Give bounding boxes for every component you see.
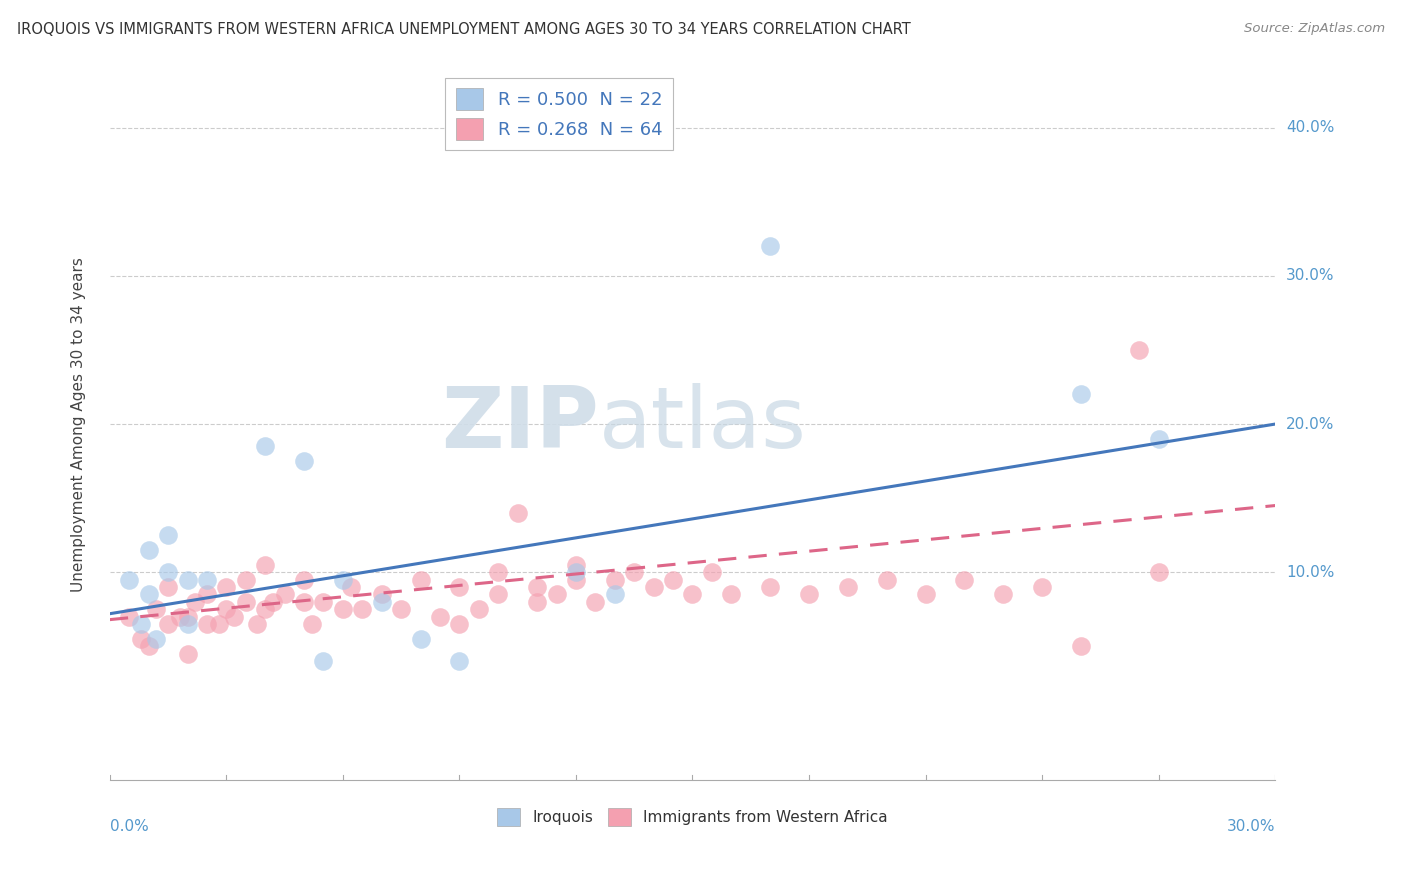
Point <box>332 602 354 616</box>
Point <box>138 587 160 601</box>
Point <box>565 566 588 580</box>
Point <box>1070 387 1092 401</box>
Point <box>254 439 277 453</box>
Point <box>449 617 471 632</box>
Point <box>184 595 207 609</box>
Point <box>682 587 704 601</box>
Point <box>565 573 588 587</box>
Point <box>312 654 335 668</box>
Point <box>720 587 742 601</box>
Point <box>254 602 277 616</box>
Legend: Iroquois, Immigrants from Western Africa: Iroquois, Immigrants from Western Africa <box>491 802 894 832</box>
Point <box>1147 432 1170 446</box>
Point <box>623 566 645 580</box>
Point <box>138 640 160 654</box>
Point <box>176 617 198 632</box>
Point <box>876 573 898 587</box>
Point <box>176 647 198 661</box>
Point <box>224 609 246 624</box>
Point <box>993 587 1015 601</box>
Point <box>546 587 568 601</box>
Point <box>837 580 859 594</box>
Text: ZIP: ZIP <box>441 383 599 466</box>
Point <box>797 587 820 601</box>
Point <box>207 617 229 632</box>
Point <box>1070 640 1092 654</box>
Text: 10.0%: 10.0% <box>1286 565 1334 580</box>
Text: IROQUOIS VS IMMIGRANTS FROM WESTERN AFRICA UNEMPLOYMENT AMONG AGES 30 TO 34 YEAR: IROQUOIS VS IMMIGRANTS FROM WESTERN AFRI… <box>17 22 911 37</box>
Point <box>468 602 491 616</box>
Text: 30.0%: 30.0% <box>1286 268 1334 284</box>
Point <box>371 595 394 609</box>
Point <box>215 580 238 594</box>
Point <box>603 573 626 587</box>
Point <box>157 528 180 542</box>
Point <box>603 587 626 601</box>
Text: 0.0%: 0.0% <box>110 819 149 834</box>
Point <box>118 609 141 624</box>
Point <box>195 617 218 632</box>
Point <box>332 573 354 587</box>
Point <box>246 617 269 632</box>
Point <box>352 602 374 616</box>
Point <box>429 609 451 624</box>
Point <box>118 573 141 587</box>
Point <box>409 573 432 587</box>
Point <box>129 632 152 646</box>
Point <box>169 609 191 624</box>
Point <box>157 580 180 594</box>
Point <box>176 573 198 587</box>
Point <box>914 587 936 601</box>
Point <box>449 654 471 668</box>
Point <box>506 506 529 520</box>
Point <box>953 573 976 587</box>
Text: Source: ZipAtlas.com: Source: ZipAtlas.com <box>1244 22 1385 36</box>
Point <box>292 454 315 468</box>
Point <box>389 602 412 616</box>
Point <box>157 566 180 580</box>
Point <box>409 632 432 646</box>
Point <box>157 617 180 632</box>
Point <box>662 573 685 587</box>
Point <box>235 573 257 587</box>
Point <box>215 602 238 616</box>
Point <box>292 595 315 609</box>
Point <box>526 595 548 609</box>
Text: atlas: atlas <box>599 383 807 466</box>
Point <box>235 595 257 609</box>
Point <box>292 573 315 587</box>
Point <box>371 587 394 601</box>
Point <box>1128 343 1150 357</box>
Point <box>254 558 277 572</box>
Point <box>526 580 548 594</box>
Point <box>176 609 198 624</box>
Point <box>759 239 782 253</box>
Point <box>301 617 323 632</box>
Point <box>145 602 167 616</box>
Text: 30.0%: 30.0% <box>1226 819 1275 834</box>
Point <box>759 580 782 594</box>
Point <box>195 587 218 601</box>
Point <box>129 617 152 632</box>
Point <box>583 595 606 609</box>
Point <box>449 580 471 594</box>
Text: 20.0%: 20.0% <box>1286 417 1334 432</box>
Point <box>262 595 284 609</box>
Point <box>273 587 295 601</box>
Point <box>1147 566 1170 580</box>
Point <box>643 580 665 594</box>
Point <box>195 573 218 587</box>
Point <box>486 566 509 580</box>
Point <box>565 558 588 572</box>
Point <box>700 566 723 580</box>
Point <box>486 587 509 601</box>
Point <box>339 580 361 594</box>
Point <box>1031 580 1053 594</box>
Y-axis label: Unemployment Among Ages 30 to 34 years: Unemployment Among Ages 30 to 34 years <box>72 257 86 591</box>
Point <box>312 595 335 609</box>
Point <box>145 632 167 646</box>
Point <box>138 543 160 558</box>
Text: 40.0%: 40.0% <box>1286 120 1334 136</box>
